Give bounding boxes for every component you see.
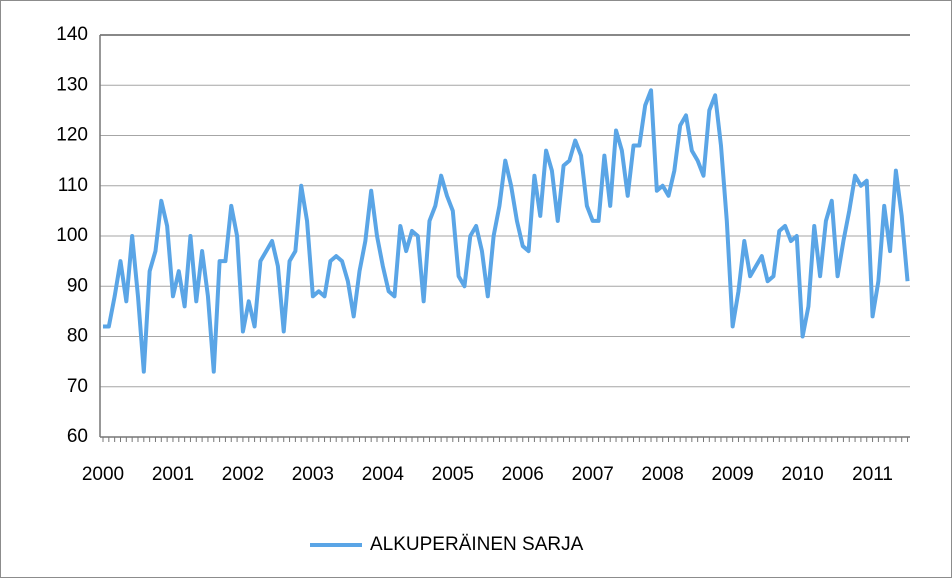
y-tick-label: 100 [56, 225, 88, 246]
y-tick-label: 80 [67, 326, 88, 347]
y-tick-label: 90 [67, 275, 88, 296]
x-tick-label: 2000 [82, 464, 124, 485]
y-tick-label: 120 [56, 125, 88, 146]
y-tick-label: 70 [67, 376, 88, 397]
y-tick-label: 140 [56, 24, 88, 45]
x-tick-label: 2001 [152, 464, 194, 485]
x-tick-label: 2005 [432, 464, 474, 485]
x-tick-label: 2010 [781, 464, 823, 485]
y-tick-label: 130 [56, 74, 88, 95]
x-tick-label: 2003 [292, 464, 334, 485]
legend-label: ALKUPERÄINEN SARJA [370, 534, 584, 555]
x-tick-label: 2009 [711, 464, 753, 485]
x-tick-label: 2007 [572, 464, 614, 485]
series-line [103, 88, 910, 374]
y-tick-label: 60 [67, 426, 88, 447]
x-tick-label: 2006 [502, 464, 544, 485]
x-tick-label: 2011 [852, 464, 893, 485]
x-tick-label: 2004 [362, 464, 405, 485]
y-tick-label: 110 [58, 175, 88, 196]
x-tick-label: 2002 [222, 464, 264, 485]
x-tick-label: 2008 [642, 464, 684, 485]
